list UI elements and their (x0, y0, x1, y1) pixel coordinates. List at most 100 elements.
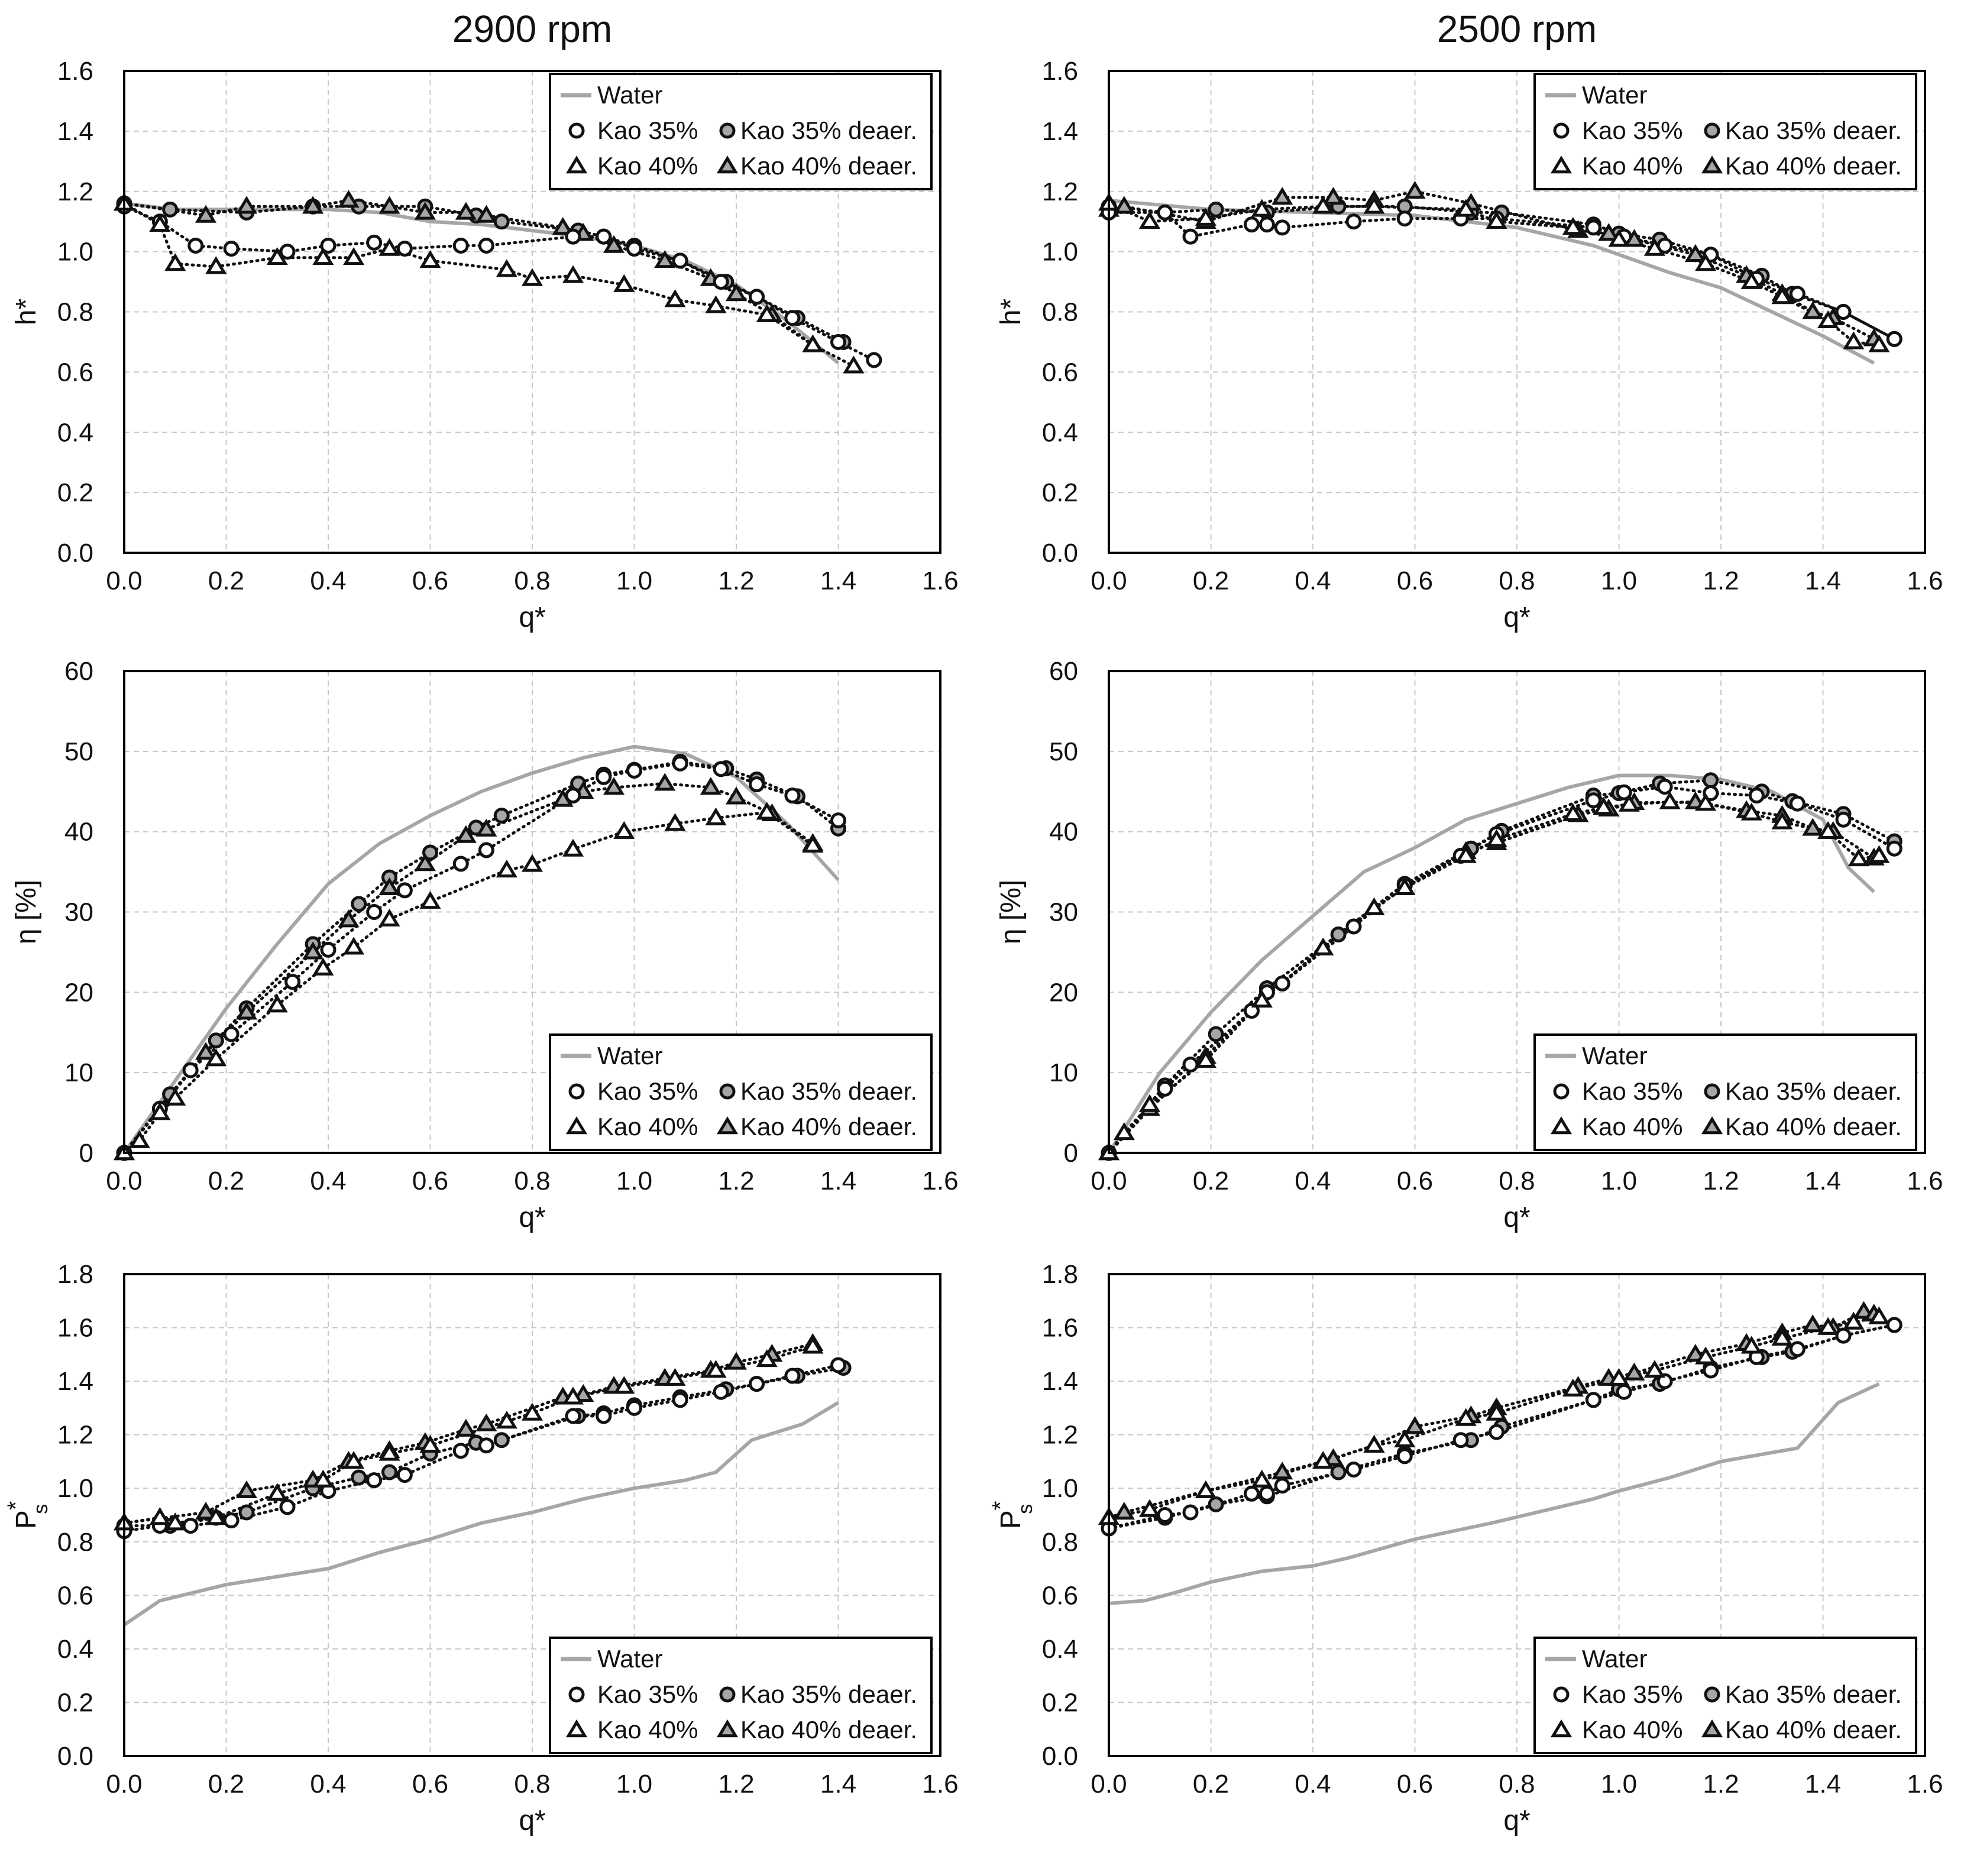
x-axis-label: q* (1503, 1805, 1530, 1836)
data-point-circle-open (672, 755, 688, 772)
y-tick-label: 1.2 (1042, 1421, 1078, 1450)
x-tick-label: 1.6 (1907, 1770, 1943, 1799)
data-point-circle-filled (351, 896, 367, 912)
x-tick-label: 1.6 (922, 1770, 958, 1799)
legend-marker-kao35d (1704, 122, 1720, 139)
data-point-circle-open (187, 237, 204, 254)
data-point-circle-open (596, 769, 612, 785)
data-point-triangle-open (1138, 1094, 1161, 1112)
data-point-triangle-open (1394, 1429, 1416, 1447)
data-point-circle-filled (1330, 926, 1347, 943)
data-point-circle-open (478, 237, 494, 254)
legend-label-kao35d: Kao 35% deaer. (740, 1680, 917, 1708)
data-point-circle-open (1748, 788, 1765, 804)
legend-marker-kao40 (1550, 1116, 1573, 1135)
data-point-triangle-filled (475, 205, 497, 223)
plot-area (113, 1333, 852, 1626)
y-tick-label: 0.8 (57, 298, 93, 327)
data-point-circle-open (1789, 1341, 1806, 1357)
legend-label-kao35: Kao 35% (597, 1680, 698, 1708)
data-point-triangle-open (613, 274, 635, 292)
y-tick-label: 1.6 (1042, 1314, 1078, 1343)
legend-box (549, 1033, 933, 1151)
legend-marker-kao40 (1550, 1719, 1573, 1738)
data-point-circle-open (1489, 1424, 1504, 1440)
data-point-circle-open (223, 1512, 240, 1529)
data-point-triangle-filled (1322, 187, 1344, 205)
legend-label-kao40: Kao 40% (1582, 1113, 1682, 1140)
y-axis-label-sub: s (1014, 1504, 1037, 1514)
x-tick-label: 0.6 (1397, 1770, 1433, 1799)
y-tick-label: 40 (64, 818, 93, 847)
y-tick-label: 0.8 (57, 1528, 93, 1557)
y-tick-label: 0 (79, 1139, 93, 1168)
data-point-circle-open (223, 1026, 240, 1042)
y-tick-label: 1.4 (1042, 117, 1078, 146)
legend-marker-kao40d (716, 1116, 739, 1135)
x-axis-label: q* (519, 602, 545, 633)
data-point-triangle-open (1868, 1306, 1890, 1324)
x-tick-label: 1.6 (922, 566, 958, 595)
legend-marker-kao35 (568, 1686, 585, 1703)
data-point-circle-open (366, 1472, 383, 1489)
legend-label-kao35d: Kao 35% deaer. (740, 1077, 917, 1105)
data-point-triangle-open (1593, 797, 1614, 815)
data-point-circle-open (596, 228, 612, 245)
data-point-triangle-open (802, 1336, 824, 1354)
data-point-circle-open (1274, 219, 1290, 236)
x-tick-label: 0.2 (1193, 1770, 1229, 1799)
data-point-triangle-open (149, 1102, 171, 1120)
data-point-triangle-filled (1113, 1502, 1135, 1520)
data-point-triangle-open (756, 1349, 778, 1368)
data-point-circle-open (626, 241, 642, 257)
data-point-circle-open (1182, 228, 1199, 245)
data-point-circle-open (565, 228, 581, 245)
data-point-circle-open (1656, 1373, 1673, 1389)
legend: Water Kao 35% Kao 35% deaer. Kao 40% Kao 40%… (1533, 1637, 1917, 1754)
data-point-triangle-open (496, 1411, 517, 1429)
data-point-circle-open (1258, 216, 1275, 233)
y-tick-label: 1.6 (1042, 57, 1078, 86)
data-point-circle-filled (238, 1504, 255, 1521)
y-tick-label: 0.4 (1042, 1635, 1078, 1664)
column-title-2900: 2900 rpm (452, 8, 613, 50)
data-point-triangle-open (521, 854, 543, 872)
x-tick-label: 1.0 (616, 566, 652, 595)
x-tick-label: 0.4 (1295, 1770, 1331, 1799)
data-point-triangle-open (1363, 897, 1385, 915)
data-point-triangle-open (1643, 238, 1665, 256)
data-point-triangle-filled (603, 777, 625, 795)
data-point-triangle-open (205, 256, 227, 274)
data-point-circle-open (478, 842, 494, 858)
x-tick-label: 0.8 (514, 566, 550, 595)
series-line-circle-filled (1107, 1323, 1896, 1530)
x-tick-label: 0.4 (1295, 566, 1331, 595)
series-line-circle-filled (1107, 779, 1896, 1155)
data-point-triangle-open (1562, 1378, 1584, 1397)
data-point-triangle-open (378, 1443, 400, 1461)
y-tick-label: 10 (64, 1058, 93, 1087)
data-point-triangle-open (756, 802, 778, 820)
data-point-triangle-filled (654, 773, 676, 791)
x-tick-label: 0.2 (1193, 566, 1229, 595)
y-tick-label: 1.6 (57, 57, 93, 86)
data-point-circle-open (1886, 840, 1902, 857)
x-tick-label: 0.6 (1397, 1167, 1433, 1195)
data-point-triangle-open (664, 1368, 686, 1386)
series-line-triangle-open (1107, 202, 1881, 346)
data-point-triangle-open (1659, 791, 1681, 809)
data-point-circle-open (279, 244, 296, 260)
data-point-triangle-filled (603, 235, 625, 253)
x-tick-label: 0.4 (310, 1167, 346, 1195)
data-point-circle-open (784, 1368, 801, 1384)
y-tick-label: 0.2 (1042, 1688, 1078, 1717)
data-point-circle-open (1886, 1317, 1902, 1333)
y-axis-label: η [%] (11, 880, 42, 944)
legend-label-kao35: Kao 35% (597, 1077, 698, 1105)
data-point-triangle-filled (654, 250, 676, 268)
data-point-triangle-open (562, 1386, 584, 1405)
data-point-triangle-filled (552, 217, 574, 235)
x-axis-label: q* (519, 1202, 545, 1233)
data-point-circle-open (1835, 304, 1852, 320)
data-point-triangle-filled (455, 1418, 477, 1437)
